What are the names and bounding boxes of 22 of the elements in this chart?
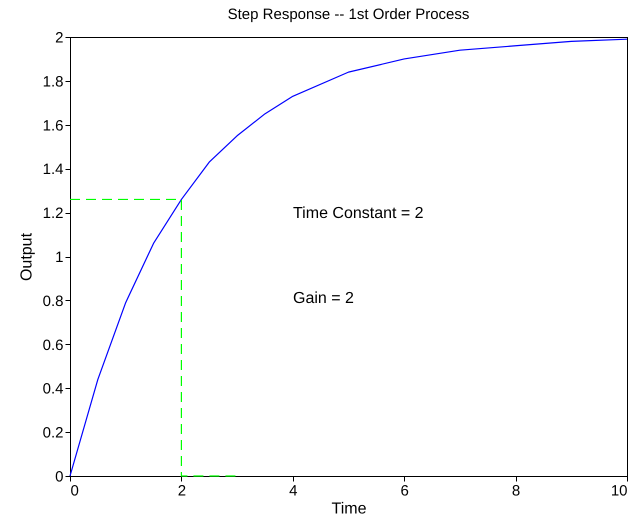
y-tick-label: 0.6 <box>42 336 64 354</box>
annotation: Gain = 2 <box>293 290 354 307</box>
y-tick-label: 1.6 <box>42 117 64 134</box>
y-tick-label: 0 <box>55 468 64 486</box>
y-tick-label: 1.2 <box>42 205 64 222</box>
y-axis-title: Output <box>18 232 36 282</box>
x-tick-label: 4 <box>289 482 298 500</box>
y-tick-label: 0.4 <box>42 380 64 398</box>
x-axis-title: Time <box>332 500 367 518</box>
chart-title: Step Response -- 1st Order Process <box>228 6 470 23</box>
annotation: Time Constant = 2 <box>293 205 424 222</box>
x-tick-label: 8 <box>512 482 520 500</box>
x-tick-label: 0 <box>70 482 79 500</box>
x-tick-label: 10 <box>610 482 628 500</box>
y-tick-label: 1.8 <box>42 73 64 90</box>
x-tick-label: 6 <box>400 482 409 500</box>
y-tick-label: 2 <box>55 30 64 46</box>
x-tick-label: 2 <box>178 482 186 500</box>
y-tick-label: 0.8 <box>42 292 64 310</box>
y-tick-label: 1 <box>55 249 64 266</box>
y-tick-label: 1.4 <box>42 161 64 178</box>
y-tick-label: 0.2 <box>42 424 64 442</box>
